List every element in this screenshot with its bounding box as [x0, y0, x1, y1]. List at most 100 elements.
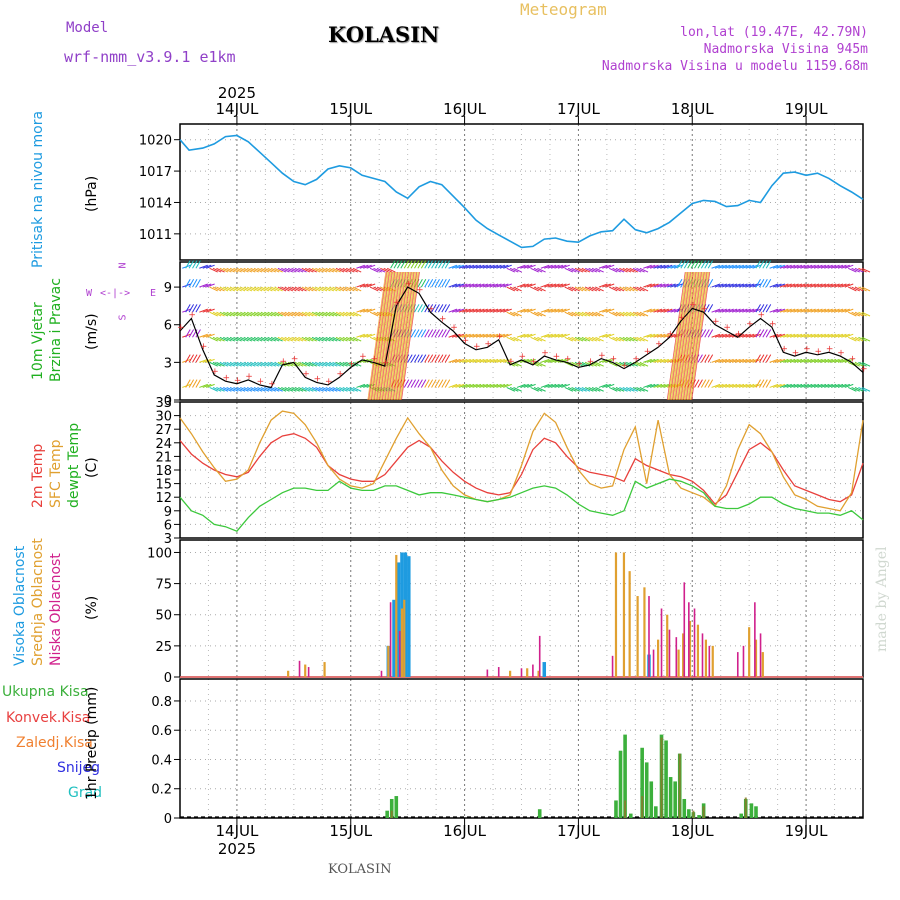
cloud-ytick-label: 50 — [155, 609, 172, 624]
wind-barb-mark — [229, 311, 239, 317]
wind-barb-mark — [527, 333, 536, 338]
wind-barb-mark — [591, 286, 601, 292]
wind-barb-mark — [803, 283, 813, 288]
temp-ytick-label: 15 — [155, 478, 172, 493]
wind-barb-mark — [345, 387, 355, 392]
wind-barb-mark — [373, 267, 382, 273]
top-day-label: 18JUL — [671, 100, 714, 118]
wind-barb-mark — [523, 264, 533, 269]
pressure-ytick-label: 1020 — [139, 134, 172, 149]
wind-barb-mark — [615, 387, 625, 392]
wind-barb-mark — [588, 387, 598, 392]
wind-barb-mark — [489, 358, 499, 363]
wind-barb-mark — [851, 336, 860, 342]
wind-barb-mark — [758, 354, 765, 363]
wind-barb-mark — [725, 383, 734, 388]
wind-barb-mark — [206, 358, 215, 363]
wind-barb-mark — [236, 336, 246, 342]
wind-barb-mark — [738, 358, 748, 363]
wind-barb-mark — [417, 354, 423, 363]
wind-barb-mark — [745, 283, 755, 288]
wind-barb-mark — [465, 264, 475, 269]
wind-barb-mark — [318, 387, 328, 392]
wind-barb-mark — [301, 336, 311, 342]
wind-gust-marker: + — [655, 340, 663, 350]
wind-barb-mark — [465, 333, 475, 338]
wind-barb-mark — [830, 333, 840, 338]
wind-barb-mark — [776, 383, 786, 388]
wind-barb-mark — [615, 311, 625, 317]
wind-barb-mark — [496, 358, 506, 363]
wind-barb-mark — [731, 333, 741, 338]
wind-barb-mark — [530, 267, 539, 273]
wind-barb-mark — [458, 333, 468, 338]
wind-barb-mark — [472, 383, 482, 388]
wind-barb-mark — [714, 333, 724, 338]
wind-barb-mark — [598, 383, 608, 388]
wind-barb-mark — [824, 264, 833, 269]
wind-barb-mark — [725, 283, 734, 288]
wind-barb-mark — [322, 267, 331, 273]
wind-barb-mark — [608, 361, 618, 367]
wind-barb-mark — [427, 354, 434, 363]
wind-barb-mark — [755, 354, 761, 363]
wind-hatch-mark — [372, 271, 392, 401]
wind-barb-mark — [646, 283, 656, 288]
wind-barb-mark — [420, 354, 427, 363]
wind-barb-mark — [769, 383, 779, 388]
wind-barb-mark — [458, 283, 468, 288]
cloud-mid-bar — [754, 639, 758, 677]
wind-barb-mark — [233, 267, 242, 273]
wind-barb-mark — [731, 283, 741, 288]
wind-barb-mark — [287, 387, 297, 392]
wind-gust-marker: + — [325, 377, 333, 387]
wind-barb-mark — [284, 311, 294, 317]
wind-barb-mark — [537, 286, 546, 292]
wind-barb-mark — [844, 333, 854, 338]
wind-barb-mark — [523, 383, 533, 388]
temp-ytick-label: 21 — [155, 450, 172, 465]
wind-barb-mark — [588, 311, 598, 317]
wind-hatch-mark — [684, 271, 703, 401]
wind-barb-mark — [219, 387, 229, 392]
precip-ytick-label: 0.6 — [151, 724, 172, 739]
wind-barb-mark — [656, 358, 666, 363]
precip-ytick-label: 0.8 — [151, 695, 172, 710]
wind-barb-mark — [841, 333, 850, 338]
wind-barb-mark — [298, 267, 307, 273]
wind-barb-mark — [308, 311, 317, 317]
wind-barb-mark — [427, 329, 434, 338]
cloud-mid-bar — [761, 652, 764, 677]
wind-barb-mark — [468, 383, 478, 388]
wind-hatch-mark — [681, 271, 701, 401]
wind-barb-mark — [489, 283, 499, 288]
wind-barb-mark — [772, 358, 782, 363]
wind-barb-mark — [479, 333, 489, 338]
wind-hatch-mark — [683, 271, 702, 401]
wind-barb-mark — [758, 279, 765, 288]
wind-barb-mark — [503, 333, 512, 338]
wind-barb-mark — [847, 336, 857, 342]
wind-barb-mark — [250, 387, 259, 392]
precip-total-bar — [654, 806, 658, 818]
wind-barb-mark — [813, 308, 823, 313]
wind-barb-mark — [656, 264, 666, 269]
wind-barb-mark — [841, 383, 850, 388]
wind-barb-mark — [711, 308, 721, 313]
wind-barb-mark — [653, 308, 663, 313]
wind-barb-mark — [291, 336, 300, 342]
precip-legend-frozen: Zaledj.Kisa — [16, 735, 93, 751]
wind-barb-mark — [772, 308, 782, 313]
wind-hatch-mark — [387, 271, 407, 401]
precip-conv-bar — [641, 796, 644, 818]
wind-barb-mark — [704, 260, 710, 269]
wind-barb-mark — [407, 379, 413, 388]
wind-barb-mark — [718, 283, 728, 288]
wind-barb-mark — [455, 333, 465, 338]
wind-barb-mark — [465, 383, 475, 388]
wind-barb-mark — [861, 336, 871, 342]
wind-barb-mark — [530, 336, 539, 342]
wind-barb-mark — [608, 336, 618, 342]
wind-barb-mark — [834, 333, 844, 338]
wind-barb-mark — [649, 383, 659, 388]
